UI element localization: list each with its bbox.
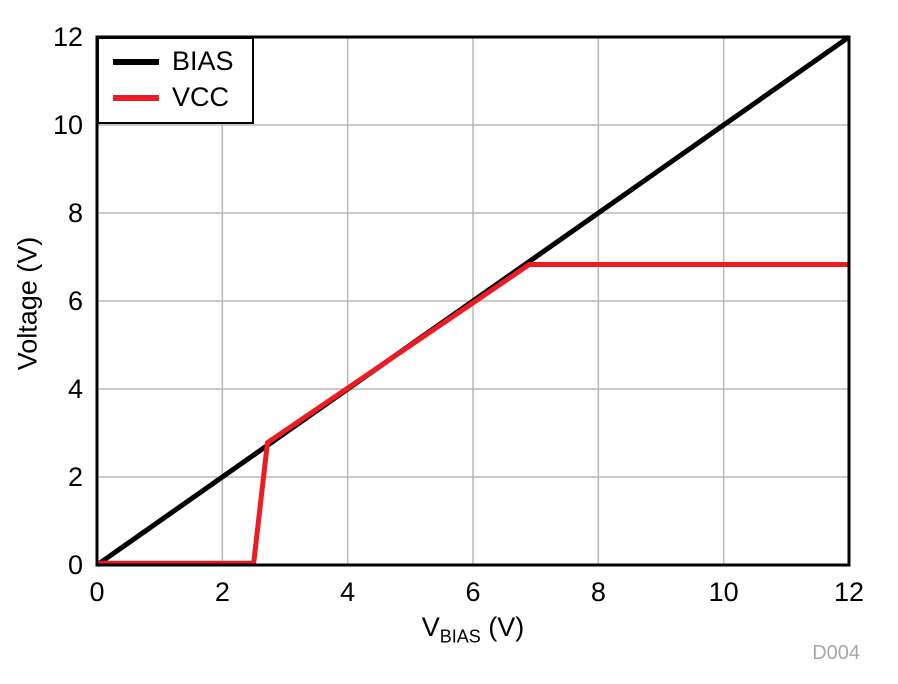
svg-text:12: 12 [53,22,83,52]
chart-legend: BIAS VCC [97,37,254,125]
legend-item-bias: BIAS [113,46,234,77]
svg-text:4: 4 [68,374,83,404]
svg-text:4: 4 [340,577,355,607]
legend-item-vcc: VCC [113,81,234,113]
svg-text:6: 6 [465,577,480,607]
svg-text:0: 0 [68,550,83,580]
y-axis-title: Voltage (V) [12,236,43,371]
svg-text:2: 2 [68,462,83,492]
svg-text:2: 2 [215,577,230,607]
svg-text:6: 6 [68,286,83,316]
legend-label-vcc: VCC [172,81,230,112]
legend-label-bias: BIAS [172,46,234,76]
vcc-line-swatch-icon [113,94,159,101]
svg-text:10: 10 [709,577,739,607]
svg-text:10: 10 [53,110,83,140]
x-axis-title-main: V [421,612,440,642]
x-axis-title-unit: (V) [480,612,525,642]
x-axis-title-sub: BIAS [439,626,481,647]
svg-text:8: 8 [68,198,83,228]
svg-text:12: 12 [834,577,864,607]
svg-text:0: 0 [89,577,104,607]
figure-id: D004 [812,642,860,664]
x-axis-title: VBIAS (V) [97,612,849,647]
bias-line-swatch-icon [113,58,159,65]
svg-text:8: 8 [591,577,606,607]
